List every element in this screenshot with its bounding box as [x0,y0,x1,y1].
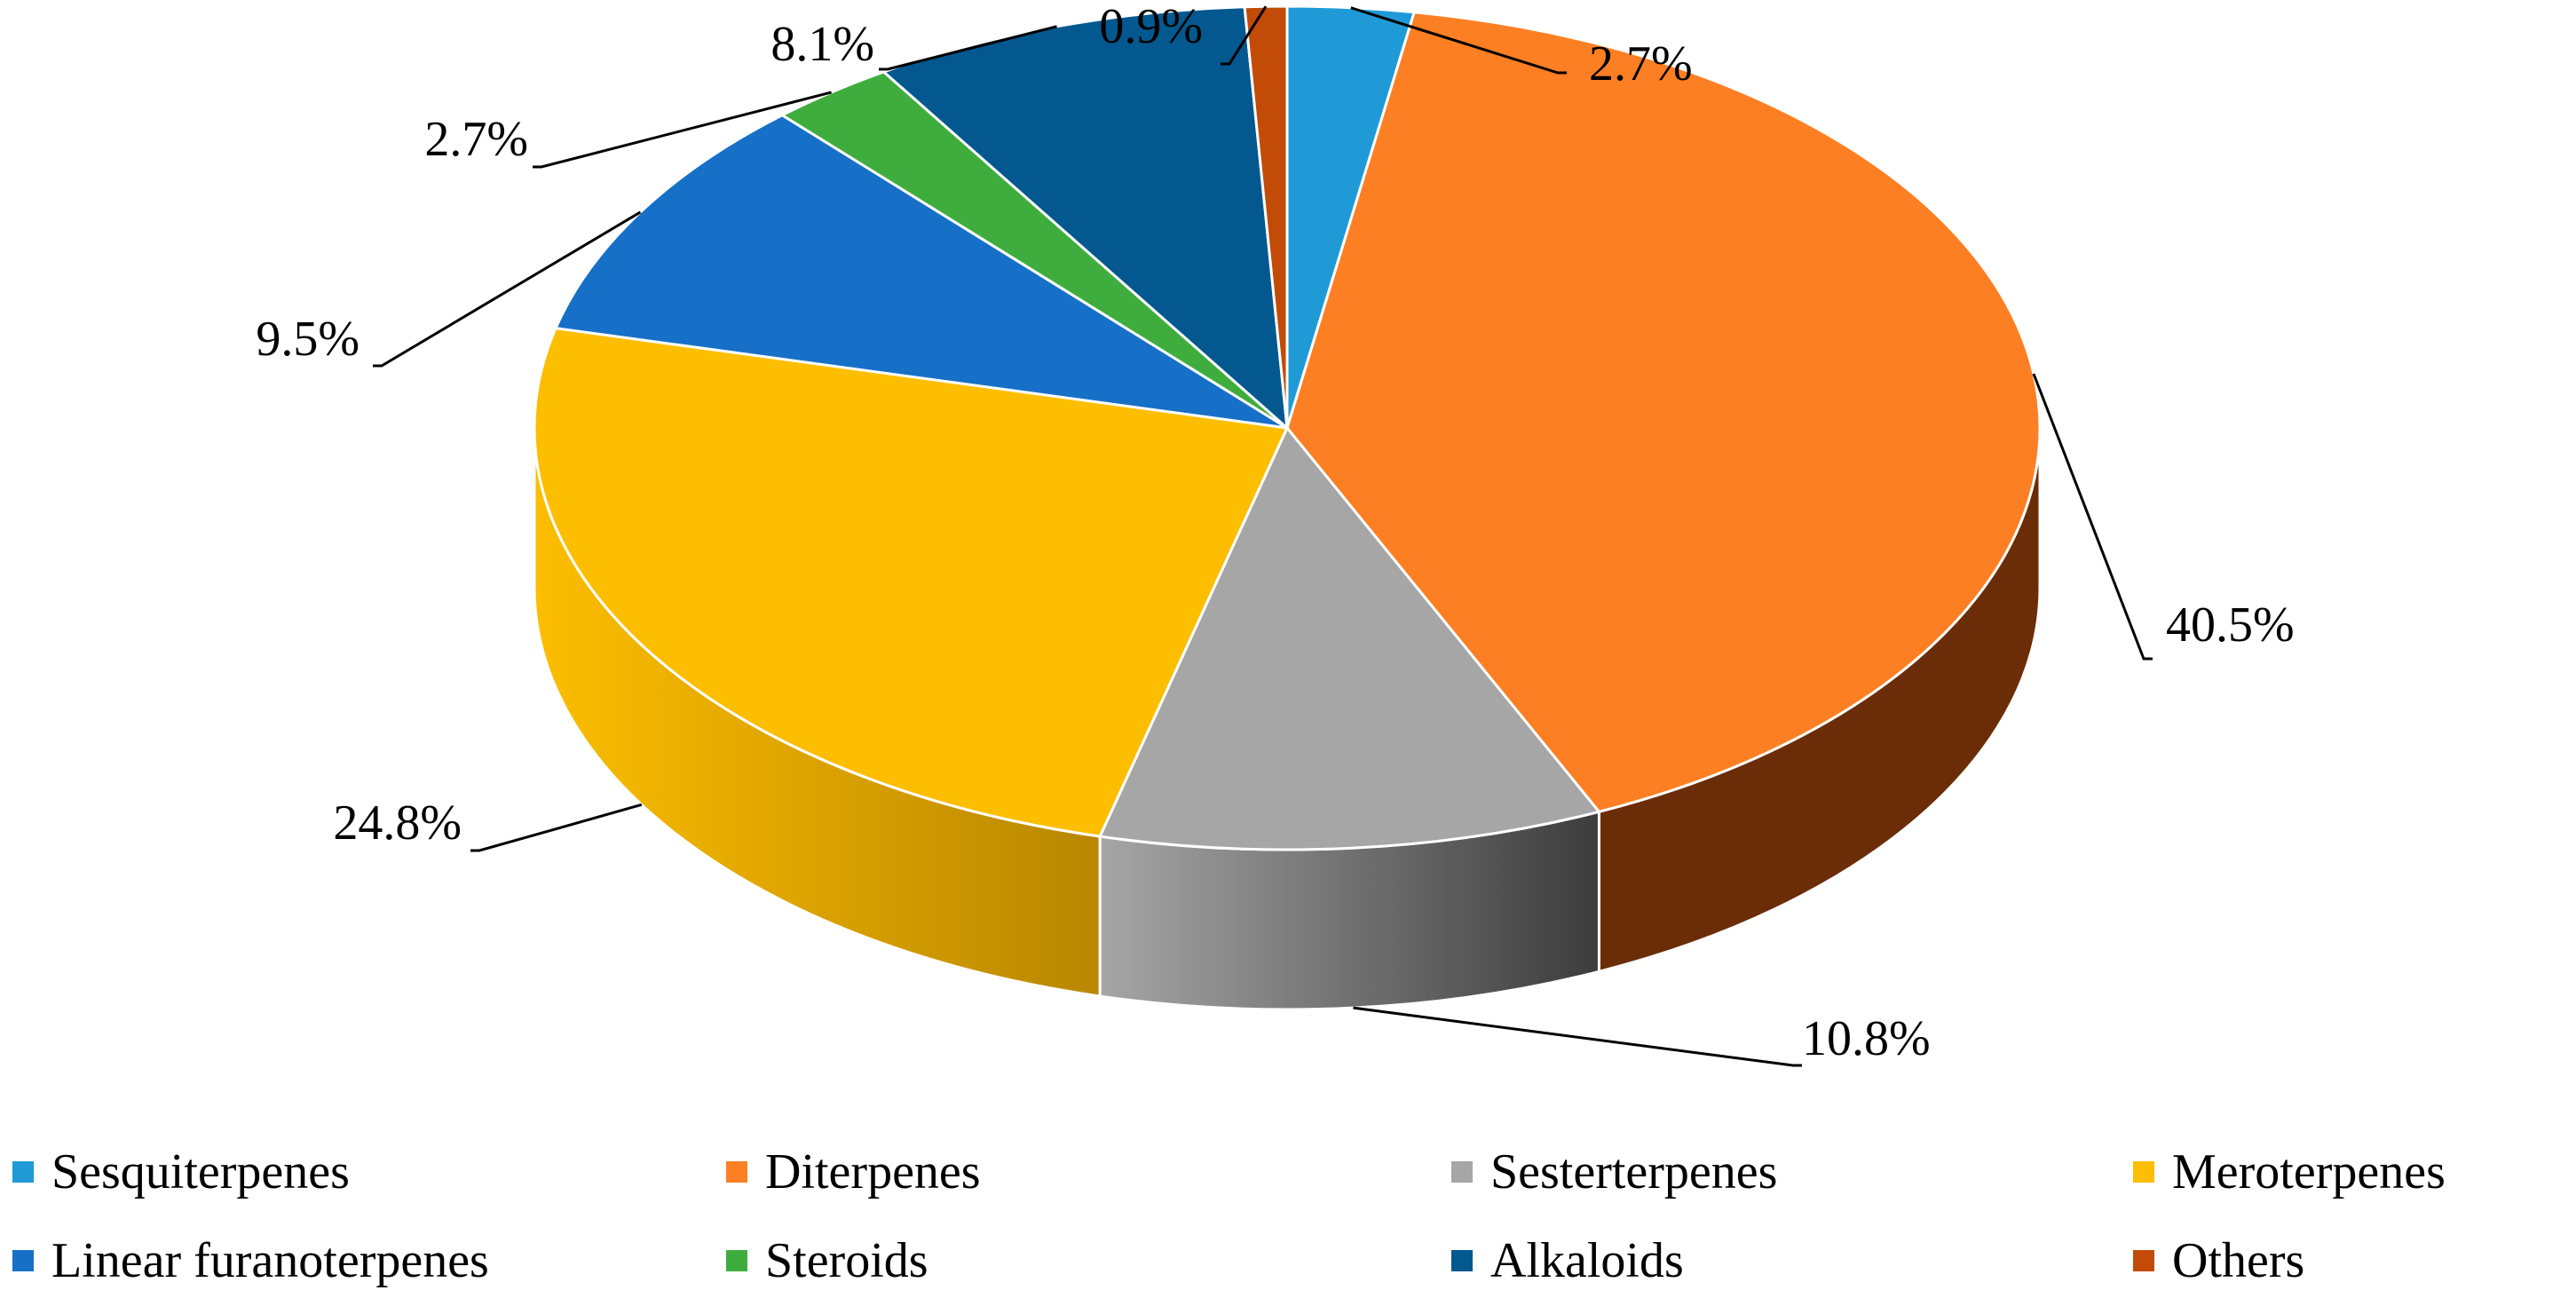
legend-item-alkaloids: Alkaloids [1451,1232,1684,1289]
legend-label: Sesquiterpenes [51,1144,350,1199]
legend-label: Diterpenes [765,1144,981,1199]
legend-swatch [12,1161,34,1183]
data-label-sesquiterpenes: 2.7% [1589,36,1693,91]
legend-item-diterpenes: Diterpenes [726,1144,981,1200]
legend-swatch [2133,1250,2154,1271]
leader-line-steroids [533,91,832,169]
pie-slices [533,4,2042,851]
legend-item-steroids: Steroids [726,1232,928,1289]
legend-item-sesterterpenes: Sesterterpenes [1451,1144,1777,1200]
slice-linear-furanoterpenes [553,113,1288,430]
legend-item-linear-furanoterpenes: Linear furanoterpenes [12,1232,489,1289]
leader-line-sesterterpenes [1353,1006,1802,1067]
leader-line-meroterpenes [470,803,643,852]
slice-meroterpenes [533,327,1290,838]
legend-label: Others [2172,1233,2305,1288]
legend-swatch [726,1250,747,1271]
leader-line-diterpenes [2032,373,2153,661]
slice-diterpenes [1285,11,2042,813]
legend-swatch [2133,1161,2154,1183]
data-labels: 2.7% 40.5% 10.8% 24.8% 9.5% 2.7% 8.1% 0.9% [256,0,2294,1066]
leader-line-alkaloids [879,25,1057,71]
data-label-diterpenes: 40.5% [2166,598,2295,653]
data-label-sesterterpenes: 10.8% [1802,1011,1931,1066]
data-label-others: 0.9% [1099,0,1203,54]
legend-label: Linear furanoterpenes [51,1233,489,1288]
data-label-alkaloids: 8.1% [770,17,874,72]
legend-swatch [1451,1161,1473,1183]
legend-label: Meroterpenes [2172,1144,2446,1199]
legend-item-sesquiterpenes: Sesquiterpenes [12,1144,350,1200]
legend-label: Alkaloids [1490,1233,1684,1288]
data-label-meroterpenes: 24.8% [333,796,462,851]
data-label-steroids: 2.7% [424,112,528,167]
legend-label: Sesterterpenes [1490,1144,1778,1199]
legend-item-meroterpenes: Meroterpenes [2133,1144,2446,1200]
legend-swatch [1451,1250,1473,1271]
leader-line-linear-furanoterpenes [373,210,642,368]
leader-line-sesquiterpenes [1350,6,1567,75]
slice-sesterterpenes [1097,425,1602,851]
legend-item-others: Others [2133,1232,2304,1289]
data-label-linear-furanoterpenes: 9.5% [256,312,360,367]
leader-lines [373,5,2153,1067]
leader-line-others [1221,5,1268,66]
legend-swatch [726,1161,747,1183]
legend-swatch [12,1250,34,1271]
legend-label: Steroids [765,1233,928,1288]
